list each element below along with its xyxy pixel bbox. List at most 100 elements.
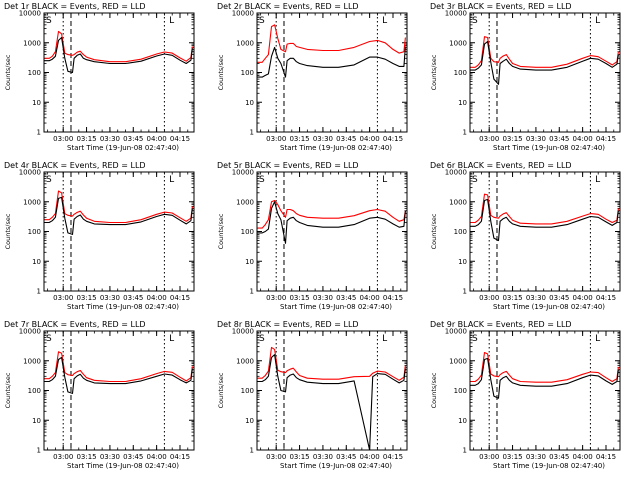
y-tick-label: 100 (241, 228, 254, 236)
y-tick-label: 100 (28, 228, 41, 236)
x-axis-label: Start Time (19-Jun-08 02:47:40) (67, 462, 179, 470)
corner-label-l: L (169, 16, 174, 26)
x-tick-label: 03:15 (76, 135, 96, 143)
y-tick-label: 10 (245, 417, 254, 425)
series-line-lld (44, 190, 193, 224)
y-tick-label: 10000 (19, 169, 41, 177)
y-tick-label: 10000 (445, 10, 467, 18)
corner-label-l: L (595, 334, 600, 344)
y-axis-label: Counts/sec (217, 372, 225, 408)
x-axis-label: Start Time (19-Jun-08 02:47:40) (280, 144, 392, 152)
panel-det-3r: Det 3r BLACK = Events, RED = LLD 1 10 100 10… (430, 2, 621, 152)
y-tick-label: 10000 (232, 169, 254, 177)
x-tick-label: 03:15 (289, 294, 309, 302)
x-tick-label: 03:45 (549, 135, 569, 143)
x-tick-label: 03:45 (336, 453, 356, 461)
y-tick-label: 1000 (236, 198, 254, 206)
x-tick-label: 03:45 (336, 294, 356, 302)
x-axis-label: Start Time (19-Jun-08 02:47:40) (493, 144, 605, 152)
x-axis-label: Start Time (19-Jun-08 02:47:40) (280, 462, 392, 470)
x-axis-label: Start Time (19-Jun-08 02:47:40) (67, 303, 179, 311)
y-tick-label: 1 (463, 288, 467, 296)
panel-title: Det 9r BLACK = Events, RED = LLD (430, 320, 572, 329)
panel-det-4r: Det 4r BLACK = Events, RED = LLD 1 10 100 10… (4, 161, 195, 311)
plot-frame (43, 171, 195, 292)
y-axis-label: Counts/sec (4, 372, 12, 408)
series-line-events (44, 36, 193, 74)
y-tick-label: 100 (454, 387, 467, 395)
x-tick-label: 04:00 (147, 135, 167, 143)
y-axis-label: Counts/sec (430, 372, 438, 408)
y-tick-label: 100 (28, 387, 41, 395)
panel-title: Det 3r BLACK = Events, RED = LLD (430, 2, 572, 11)
x-tick-label: 03:15 (502, 135, 522, 143)
x-tick-label: 03:30 (526, 294, 546, 302)
corner-label-s: S (472, 16, 478, 26)
x-tick-label: 04:00 (360, 453, 380, 461)
x-tick-label: 03:15 (76, 453, 96, 461)
y-tick-label: 10 (458, 99, 467, 107)
x-axis-label: Start Time (19-Jun-08 02:47:40) (280, 303, 392, 311)
x-tick-label: 04:00 (573, 294, 593, 302)
y-tick-label: 10000 (445, 328, 467, 336)
x-tick-label: 03:30 (100, 294, 120, 302)
x-tick-label: 03:45 (549, 453, 569, 461)
y-axis-label: Counts/sec (217, 213, 225, 249)
corner-label-s: S (46, 334, 52, 344)
panel-det-1r: Det 1r BLACK = Events, RED = LLD 1 10 100 10… (4, 2, 195, 152)
y-tick-label: 10000 (445, 169, 467, 177)
y-tick-label: 10000 (19, 10, 41, 18)
panel-det-8r: Det 8r BLACK = Events, RED = LLD 1 10 100 10… (217, 320, 408, 470)
x-tick-label: 03:15 (289, 453, 309, 461)
y-tick-label: 1000 (23, 39, 41, 47)
series-line-lld (470, 193, 619, 225)
x-tick-label: 03:45 (123, 294, 143, 302)
y-tick-label: 1000 (449, 357, 467, 365)
series-line-lld (470, 351, 619, 383)
x-tick-label: 03:00 (479, 453, 499, 461)
corner-label-s: S (46, 175, 52, 185)
y-tick-label: 10000 (232, 328, 254, 336)
series-line-lld (470, 36, 619, 68)
corner-label-s: S (472, 334, 478, 344)
x-tick-label: 03:30 (313, 294, 333, 302)
y-tick-label: 100 (241, 387, 254, 395)
x-tick-label: 03:00 (266, 453, 286, 461)
x-tick-label: 04:15 (170, 294, 190, 302)
y-tick-label: 1 (37, 288, 41, 296)
corner-label-l: L (382, 334, 387, 344)
x-tick-label: 04:00 (147, 453, 167, 461)
x-tick-label: 03:00 (479, 135, 499, 143)
series-line-events (470, 198, 619, 242)
y-tick-label: 10 (458, 417, 467, 425)
panel-det-7r: Det 7r BLACK = Events, RED = LLD 1 10 100 10… (4, 320, 195, 470)
x-tick-label: 04:15 (596, 453, 616, 461)
y-tick-label: 1000 (236, 39, 254, 47)
x-tick-label: 03:00 (266, 294, 286, 302)
series-line-lld (44, 30, 193, 63)
series-line-events (257, 201, 406, 244)
x-tick-label: 04:15 (383, 135, 403, 143)
y-tick-label: 10 (458, 258, 467, 266)
y-axis-label: Counts/sec (430, 54, 438, 90)
x-tick-label: 03:30 (313, 453, 333, 461)
x-tick-label: 04:00 (573, 135, 593, 143)
corner-label-l: L (382, 175, 387, 185)
x-tick-label: 04:15 (596, 135, 616, 143)
y-tick-label: 10 (245, 258, 254, 266)
x-tick-label: 04:15 (170, 453, 190, 461)
panel-det-2r: Det 2r BLACK = Events, RED = LLD 1 10 100 10… (217, 2, 408, 152)
panel-det-5r: Det 5r BLACK = Events, RED = LLD 1 10 100 10… (217, 161, 408, 311)
y-tick-label: 1000 (23, 198, 41, 206)
x-tick-label: 04:15 (383, 294, 403, 302)
panel-title: Det 2r BLACK = Events, RED = LLD (217, 2, 359, 11)
x-tick-label: 04:15 (596, 294, 616, 302)
y-axis-label: Counts/sec (217, 54, 225, 90)
y-tick-label: 10 (32, 258, 41, 266)
panel-title: Det 1r BLACK = Events, RED = LLD (4, 2, 146, 11)
series-line-events (44, 196, 193, 235)
y-tick-label: 10 (32, 417, 41, 425)
panel-title: Det 6r BLACK = Events, RED = LLD (430, 161, 572, 170)
x-tick-label: 03:45 (123, 135, 143, 143)
x-tick-label: 03:30 (313, 135, 333, 143)
